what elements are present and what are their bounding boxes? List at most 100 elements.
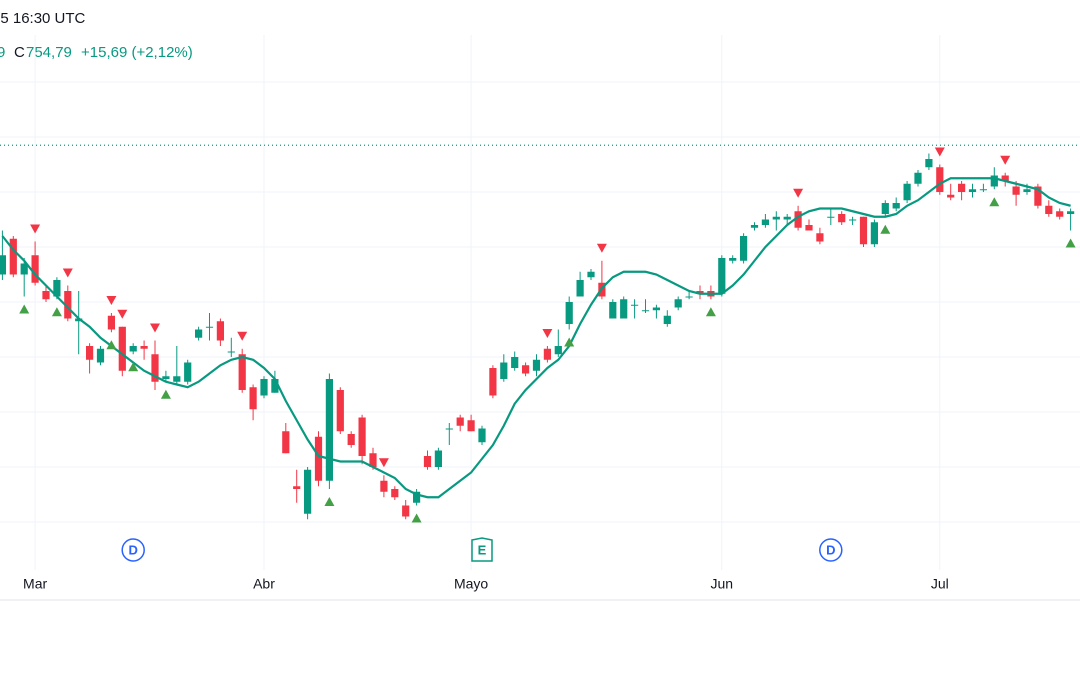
candle-body xyxy=(434,450,442,467)
candle-body xyxy=(772,216,780,220)
event-badge xyxy=(121,538,145,562)
buy-signal xyxy=(989,197,1000,207)
sell-signal xyxy=(793,188,804,198)
candle-body xyxy=(260,379,268,396)
candle-body xyxy=(216,321,224,341)
candle-body xyxy=(674,299,682,308)
buy-signal xyxy=(106,340,117,350)
candle-body xyxy=(129,346,137,352)
candle-body xyxy=(1034,186,1042,206)
candle-body xyxy=(304,469,312,514)
candle-body xyxy=(816,233,824,242)
candle-body xyxy=(369,453,377,467)
candle-body xyxy=(31,255,39,283)
candle-body xyxy=(173,376,181,382)
candle-body xyxy=(838,214,846,223)
candle-body xyxy=(336,390,344,432)
candle-body xyxy=(489,368,497,396)
candle-body xyxy=(96,348,105,363)
candle-body xyxy=(554,346,562,355)
candle-body xyxy=(663,315,671,324)
candle-body xyxy=(511,357,519,368)
header-close-label: C xyxy=(14,44,25,61)
buy-signal xyxy=(160,389,171,399)
candle-body xyxy=(522,365,530,374)
sell-signal xyxy=(117,309,128,319)
candle-body xyxy=(794,211,802,228)
candle-body xyxy=(652,307,660,311)
candle-body xyxy=(402,505,410,517)
buy-signal xyxy=(1065,238,1076,248)
candle-body xyxy=(20,263,28,275)
event-label: D xyxy=(129,542,138,557)
candle-body xyxy=(423,456,432,467)
candle-body xyxy=(958,183,966,192)
candle-body xyxy=(151,354,159,382)
candle-body xyxy=(107,315,115,330)
sell-signal xyxy=(150,323,160,333)
sell-signal xyxy=(30,224,41,234)
candle-body xyxy=(314,436,323,481)
x-tick-label: Jul xyxy=(931,576,949,592)
candle-body xyxy=(881,203,889,214)
candle-body xyxy=(293,486,301,489)
candle-body xyxy=(445,428,453,430)
buy-signal xyxy=(19,304,30,314)
candle-body xyxy=(195,329,203,338)
x-tick-label: Abr xyxy=(253,576,275,592)
candle-body xyxy=(925,159,933,168)
candle-body xyxy=(42,291,50,300)
candle-body xyxy=(325,379,333,481)
candle-body xyxy=(1001,175,1009,181)
candle-body xyxy=(53,280,61,297)
sell-signal xyxy=(62,268,73,278)
candle-body xyxy=(64,291,72,319)
candle-body xyxy=(358,417,366,456)
candle-body xyxy=(478,428,486,443)
sell-signal xyxy=(542,329,553,338)
buy-signal xyxy=(324,497,335,506)
candle-body xyxy=(870,222,878,245)
sell-signal xyxy=(378,458,389,468)
candle-body xyxy=(456,417,464,426)
sell-signal xyxy=(934,147,945,157)
candle-body xyxy=(761,219,769,225)
candle-body xyxy=(641,310,650,312)
event-badge xyxy=(819,538,843,562)
candle-body xyxy=(892,203,900,209)
candle-body xyxy=(729,258,737,261)
x-tick-label: Mayo xyxy=(454,576,488,592)
buy-signal xyxy=(705,307,716,317)
candle-body xyxy=(740,236,748,261)
candle-body xyxy=(249,387,257,410)
candle-body xyxy=(1056,211,1064,217)
candle-body xyxy=(609,302,617,319)
candle-body xyxy=(9,238,17,275)
event-label: E xyxy=(478,542,487,557)
header-change: +15,69 (+2,12%) xyxy=(81,44,193,61)
candle-body xyxy=(1045,205,1053,214)
buy-signal xyxy=(128,362,139,372)
header-time: 25 16:30 UTC xyxy=(0,10,86,27)
sell-signal xyxy=(1000,155,1011,165)
sell-signal xyxy=(106,296,117,305)
candle-body xyxy=(849,219,857,221)
x-tick-label: Jun xyxy=(711,576,734,592)
x-tick-label: Mar xyxy=(23,576,47,592)
candle-body xyxy=(1067,211,1075,214)
candle-body xyxy=(903,183,911,201)
candle-body xyxy=(685,296,693,298)
candle-body xyxy=(750,225,759,228)
moving-average xyxy=(1,177,1071,499)
candle-body xyxy=(936,167,944,192)
candle-body xyxy=(543,348,551,360)
candle-body xyxy=(631,304,639,306)
candle-body xyxy=(990,175,998,187)
candle-body xyxy=(391,489,399,498)
candle-body xyxy=(380,480,388,492)
candle-body xyxy=(162,376,170,379)
candle-body xyxy=(859,216,868,245)
candle-body xyxy=(718,258,726,294)
